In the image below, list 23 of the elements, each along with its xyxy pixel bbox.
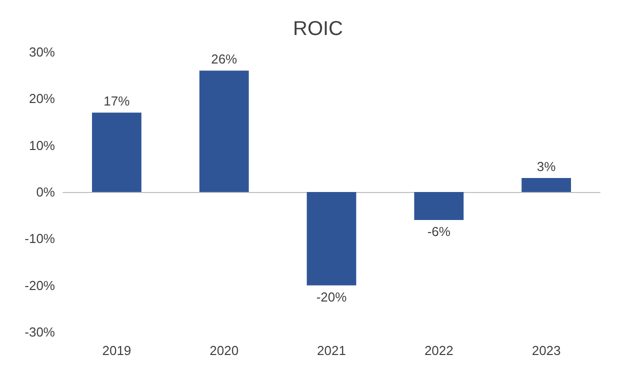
data-label: 17%: [104, 94, 130, 109]
y-tick-label: -10%: [24, 231, 56, 246]
data-label: 26%: [211, 52, 238, 67]
bar: [306, 192, 356, 286]
x-tick-label: 2020: [210, 343, 239, 358]
x-tick-label: 2021: [317, 343, 346, 358]
bar: [199, 70, 249, 192]
x-tick-label: 2022: [424, 343, 454, 358]
y-tick-label: -30%: [24, 324, 56, 340]
data-label: -6%: [427, 224, 451, 239]
y-tick-label: 20%: [28, 91, 56, 106]
bar: [522, 178, 571, 192]
y-tick-label: 10%: [28, 138, 56, 153]
x-tick-label: 2019: [102, 343, 132, 358]
data-label: -20%: [316, 289, 348, 304]
y-tick-label: -20%: [24, 278, 56, 293]
data-label: 3%: [536, 159, 556, 174]
bar: [414, 192, 464, 220]
y-tick-label: 0%: [36, 184, 56, 200]
y-tick-label: 30%: [28, 44, 56, 60]
chart-title: ROIC: [293, 18, 343, 40]
bar: [92, 112, 142, 192]
x-tick-label: 2023: [532, 343, 561, 358]
